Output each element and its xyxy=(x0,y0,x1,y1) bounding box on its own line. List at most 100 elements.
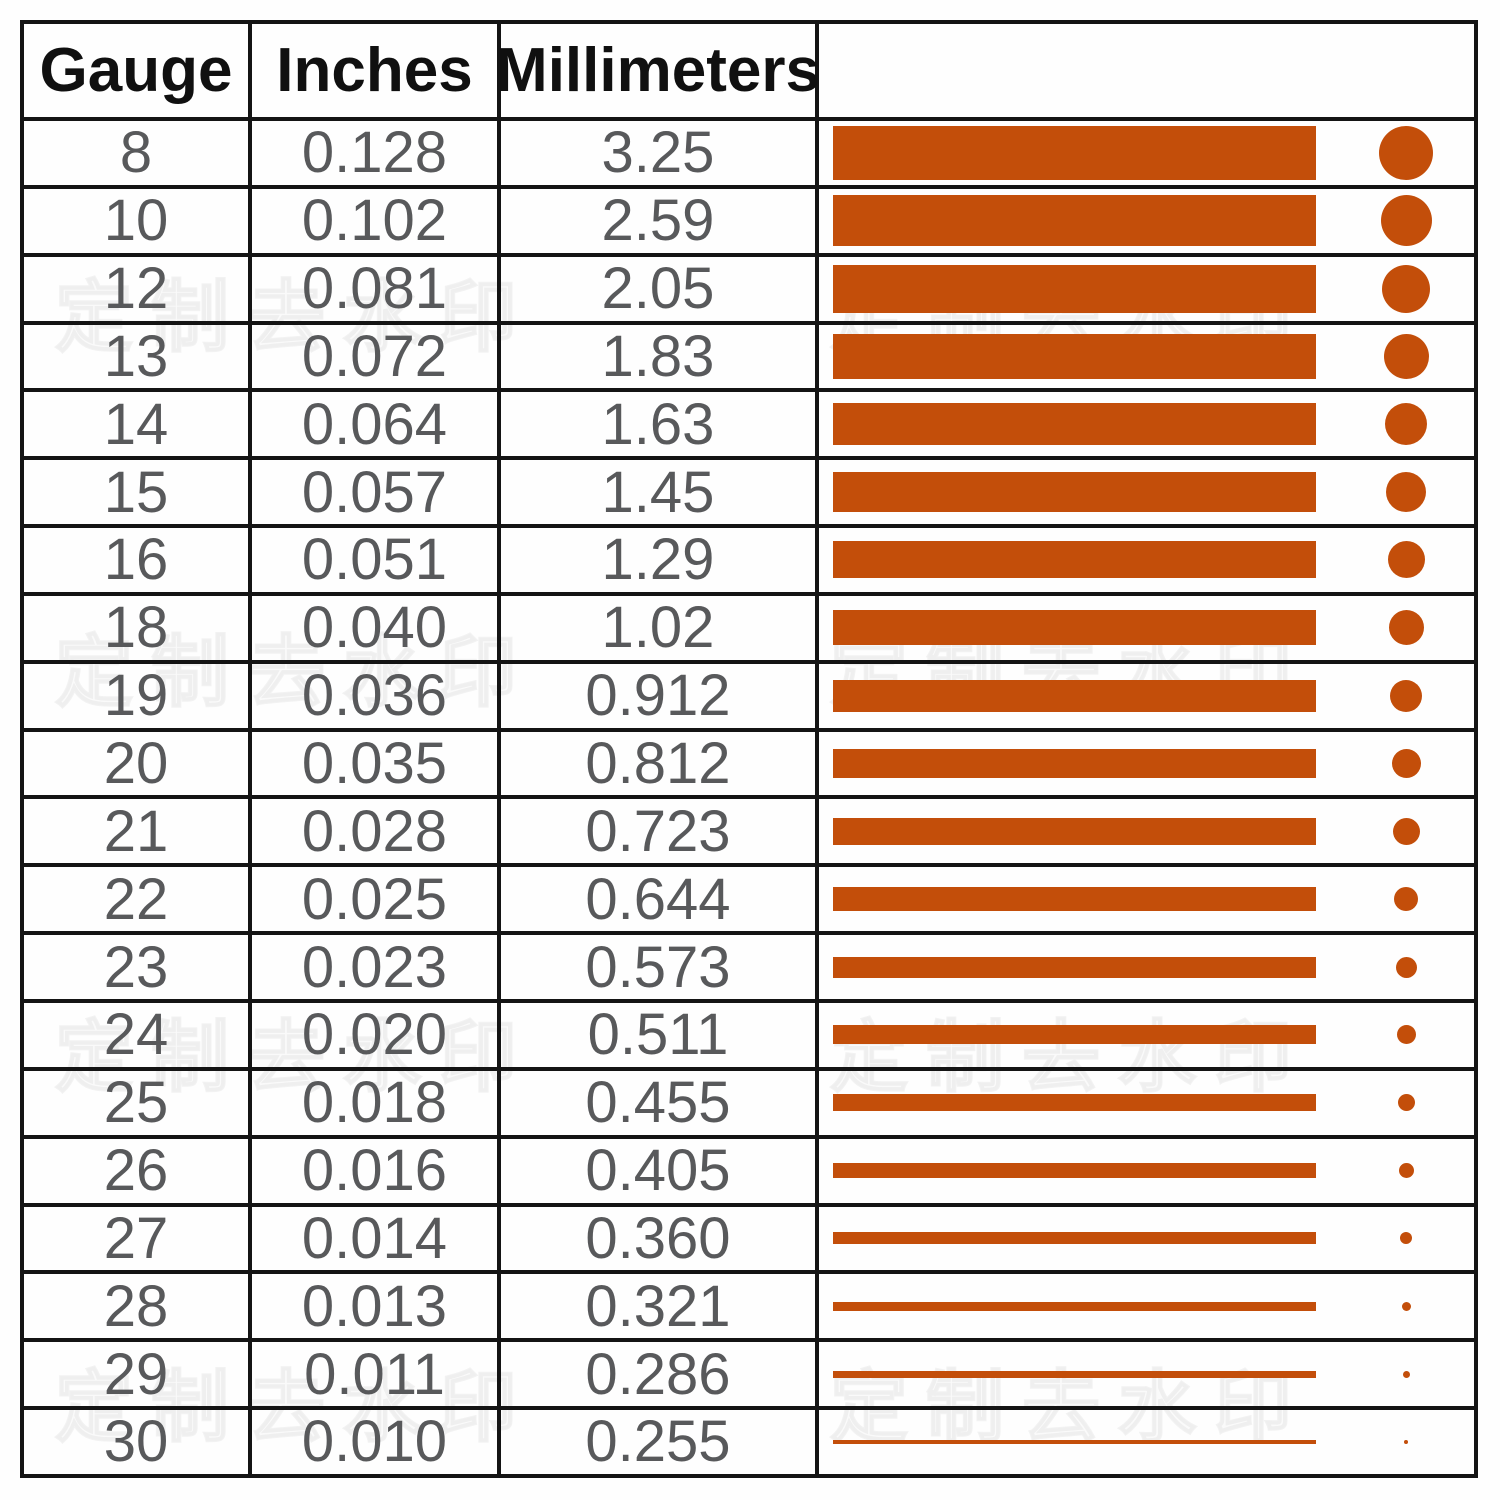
wire-diameter-dot xyxy=(1396,1025,1416,1045)
table-row: 28 0.013 0.321 xyxy=(24,1274,1474,1343)
wire-dot-area xyxy=(1316,403,1474,446)
table-row: 10 0.102 2.59 xyxy=(24,188,1474,257)
mm-value: 0.405 xyxy=(501,1138,819,1203)
inches-value: 0.064 xyxy=(252,392,501,457)
mm-value: 0.255 xyxy=(501,1409,819,1474)
gauge-value: 12 xyxy=(24,256,252,321)
wire-dot-area xyxy=(1316,1163,1474,1179)
wire-visual-cell xyxy=(819,664,1474,728)
wire-diameter-dot xyxy=(1402,1370,1410,1378)
table-row: 8 0.128 3.25 xyxy=(24,120,1474,189)
mm-value: 2.05 xyxy=(501,256,819,321)
table-row: 20 0.035 0.812 xyxy=(24,731,1474,800)
table-row: 25 0.018 0.455 xyxy=(24,1070,1474,1139)
gauge-value: 29 xyxy=(24,1342,252,1407)
mm-value: 0.360 xyxy=(501,1206,819,1271)
wire-visual-cell xyxy=(819,257,1474,321)
wire-visual-cell xyxy=(819,460,1474,524)
wire-thickness-bar xyxy=(833,403,1316,446)
gauge-value: 28 xyxy=(24,1274,252,1339)
wire-thickness-bar xyxy=(833,1370,1316,1378)
table-row: 27 0.014 0.360 xyxy=(24,1206,1474,1275)
table-row: 16 0.051 1.29 xyxy=(24,527,1474,596)
mm-value: 0.644 xyxy=(501,867,819,932)
wire-diameter-dot xyxy=(1397,1094,1415,1112)
wire-dot-area xyxy=(1316,887,1474,912)
mm-value: 0.723 xyxy=(501,799,819,864)
wire-thickness-bar xyxy=(833,195,1316,247)
wire-thickness-bar xyxy=(833,817,1316,845)
mm-value: 1.02 xyxy=(501,595,819,660)
inches-value: 0.036 xyxy=(252,663,501,728)
gauge-value: 20 xyxy=(24,731,252,796)
wire-thickness-bar xyxy=(833,887,1316,912)
inches-value: 0.051 xyxy=(252,527,501,592)
table-row: 29 0.011 0.286 xyxy=(24,1342,1474,1411)
inches-value: 0.072 xyxy=(252,324,501,389)
wire-visual-cell xyxy=(819,1071,1474,1135)
wire-diameter-dot xyxy=(1383,333,1429,379)
table-row: 14 0.064 1.63 xyxy=(24,392,1474,461)
gauge-value: 10 xyxy=(24,188,252,253)
wire-thickness-bar xyxy=(833,1439,1316,1444)
mm-value: 3.25 xyxy=(501,120,819,185)
header-inches: Inches xyxy=(252,24,501,117)
wire-dot-area xyxy=(1316,1025,1474,1045)
wire-dot-area xyxy=(1316,1301,1474,1311)
wire-dot-area xyxy=(1316,264,1474,313)
gauge-value: 23 xyxy=(24,935,252,1000)
header-visual xyxy=(819,24,1474,117)
gauge-value: 18 xyxy=(24,595,252,660)
gauge-table: Gauge Inches Millimeters 8 0.128 3.25 10… xyxy=(20,20,1478,1478)
inches-value: 0.040 xyxy=(252,595,501,660)
wire-visual-cell xyxy=(819,1207,1474,1271)
wire-diameter-dot xyxy=(1394,887,1418,912)
wire-thickness-bar xyxy=(833,333,1316,379)
inches-value: 0.018 xyxy=(252,1070,501,1135)
wire-visual-cell xyxy=(819,325,1474,389)
inches-value: 0.016 xyxy=(252,1138,501,1203)
inches-value: 0.102 xyxy=(252,188,501,253)
wire-diameter-dot xyxy=(1401,1301,1411,1311)
table-row: 13 0.072 1.83 xyxy=(24,324,1474,393)
wire-diameter-dot xyxy=(1392,817,1420,845)
wire-dot-area xyxy=(1316,679,1474,712)
inches-value: 0.014 xyxy=(252,1206,501,1271)
wire-visual-cell xyxy=(819,528,1474,592)
inches-value: 0.025 xyxy=(252,867,501,932)
header-millimeters: Millimeters xyxy=(496,24,820,117)
wire-thickness-bar xyxy=(833,610,1316,646)
gauge-value: 24 xyxy=(24,1002,252,1067)
table-row: 12 0.081 2.05 xyxy=(24,256,1474,325)
header-gauge: Gauge xyxy=(24,24,252,117)
wire-diameter-dot xyxy=(1404,1439,1408,1444)
wire-dot-area xyxy=(1316,956,1474,978)
mm-value: 0.573 xyxy=(501,935,819,1000)
table-row: 26 0.016 0.405 xyxy=(24,1138,1474,1207)
inches-value: 0.023 xyxy=(252,935,501,1000)
wire-visual-cell xyxy=(819,1139,1474,1203)
header-row: Gauge Inches Millimeters xyxy=(24,24,1474,121)
inches-value: 0.010 xyxy=(252,1409,501,1474)
gauge-value: 21 xyxy=(24,799,252,864)
wire-dot-area xyxy=(1316,1370,1474,1378)
wire-diameter-dot xyxy=(1388,610,1424,646)
wire-visual-cell xyxy=(819,935,1474,999)
wire-visual-cell xyxy=(819,121,1474,185)
wire-thickness-bar xyxy=(833,1025,1316,1045)
wire-visual-cell xyxy=(819,392,1474,456)
mm-value: 0.286 xyxy=(501,1342,819,1407)
wire-visual-cell xyxy=(819,799,1474,863)
table-row: 15 0.057 1.45 xyxy=(24,460,1474,529)
wire-dot-area xyxy=(1316,125,1474,180)
wire-thickness-bar xyxy=(833,125,1316,180)
wire-diameter-dot xyxy=(1385,403,1427,446)
wire-thickness-bar xyxy=(833,1232,1316,1245)
wire-visual-cell xyxy=(819,732,1474,796)
gauge-value: 8 xyxy=(24,120,252,185)
wire-visual-cell xyxy=(819,189,1474,253)
wire-dot-area xyxy=(1316,749,1474,779)
wire-dot-area xyxy=(1316,817,1474,845)
gauge-value: 13 xyxy=(24,324,252,389)
gauge-value: 14 xyxy=(24,392,252,457)
